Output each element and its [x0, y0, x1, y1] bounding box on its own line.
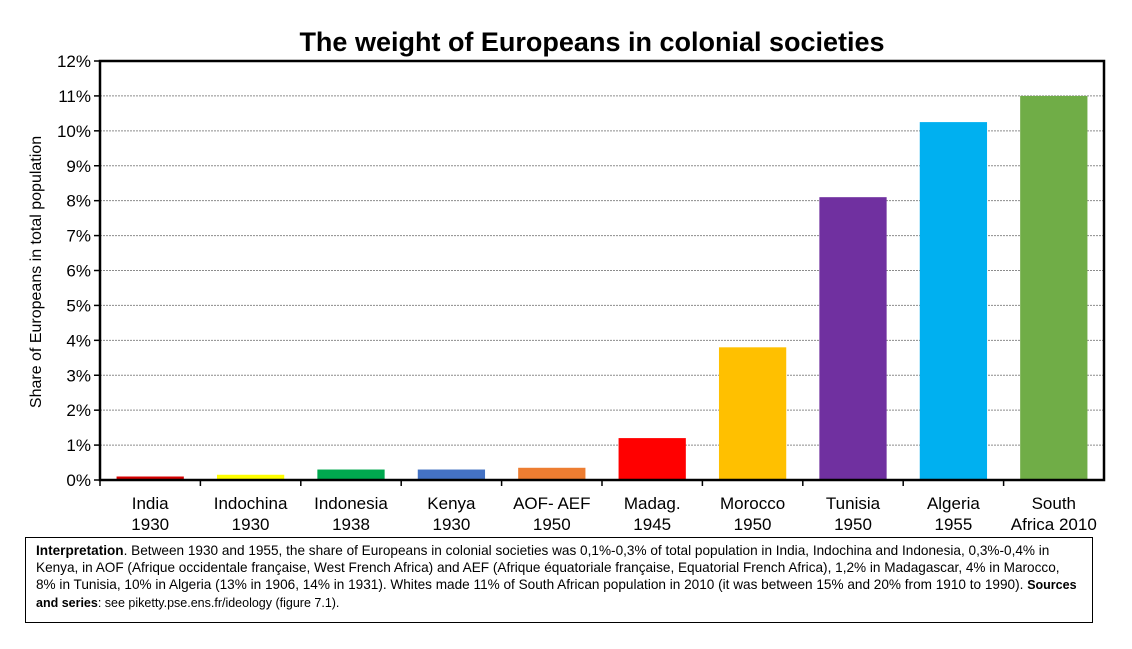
x-tick-label: 1950: [533, 515, 571, 534]
y-tick-label: 8%: [66, 192, 91, 211]
x-tick-label: AOF- AEF: [513, 494, 590, 513]
interpretation-box: Interpretation. Between 1930 and 1955, t…: [25, 537, 1093, 623]
bar: [518, 467, 586, 480]
y-axis-ticks: 0% 1% 2% 3% 4% 5% 6% 7% 8% 9% 10% 11% 12%: [57, 52, 100, 490]
x-axis-labels: India 1930 Indochina 1930 Indonesia 1938 Kenya…: [99, 480, 1097, 534]
sources-label: Sources and series: [36, 578, 1077, 610]
x-tick-label: India: [132, 494, 169, 513]
x-tick-label: Algeria: [927, 494, 980, 513]
bar: [618, 438, 686, 480]
y-tick-label: 9%: [66, 157, 91, 176]
bar: [1020, 95, 1088, 481]
y-tick-label: 3%: [66, 366, 91, 385]
bar: [718, 347, 787, 480]
x-tick-label: Morocco: [720, 494, 785, 513]
x-tick-label: 1945: [633, 515, 671, 534]
x-tick-label: 1950: [734, 515, 772, 534]
bar: [317, 469, 385, 480]
sources-text: : see piketty.pse.ens.fr/ideology (figur…: [97, 596, 340, 610]
x-tick-label: 1930: [232, 515, 270, 534]
bar: [919, 122, 988, 481]
x-tick-label: Tunisia: [826, 494, 881, 513]
y-tick-label: 4%: [66, 331, 91, 350]
x-tick-label: 1938: [332, 515, 370, 534]
x-tick-label: Indonesia: [314, 494, 388, 513]
x-tick-label: Africa 2010: [1011, 515, 1097, 534]
interpretation-body: . Between 1930 and 1955, the share of Eu…: [36, 543, 1060, 592]
x-tick-label: Madag.: [624, 494, 681, 513]
y-tick-label: 12%: [57, 52, 91, 71]
y-tick-label: 6%: [66, 262, 91, 281]
x-tick-label: Indochina: [214, 494, 288, 513]
y-tick-label: 10%: [57, 122, 91, 141]
y-tick-label: 7%: [66, 227, 91, 246]
bar: [116, 476, 184, 480]
bar-chart: 0%1%2%3%4%5%6%7%8%9%10%11%12% India1930I…: [57, 52, 1106, 534]
interpretation-lead: Interpretation: [36, 543, 124, 558]
bar: [819, 197, 887, 481]
bar: [216, 474, 285, 480]
y-tick-label: 5%: [66, 296, 91, 315]
x-tick-label: 1930: [432, 515, 470, 534]
x-tick-label: 1955: [934, 515, 972, 534]
y-tick-label: 1%: [66, 436, 91, 455]
x-tick-label: 1950: [834, 515, 872, 534]
chart-title: The weight of Europeans in colonial soci…: [299, 27, 885, 57]
y-tick-label: 2%: [66, 401, 91, 420]
x-tick-label: 1930: [131, 515, 169, 534]
x-tick-label: Kenya: [427, 494, 476, 513]
plot-frame: [98, 59, 1106, 482]
bars: [116, 95, 1088, 481]
y-tick-label: 0%: [66, 471, 91, 490]
gridlines: [100, 95, 1104, 446]
y-tick-label: 11%: [58, 87, 91, 106]
bar: [417, 469, 486, 480]
x-tick-label: South: [1032, 494, 1076, 513]
